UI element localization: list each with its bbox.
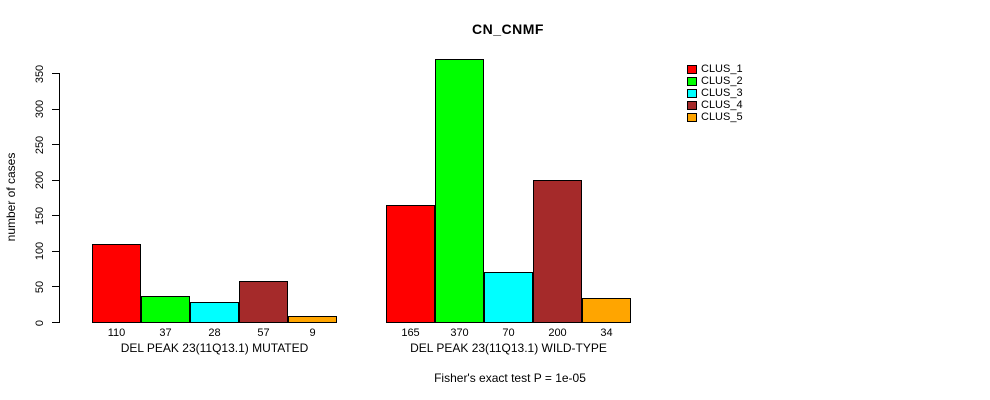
legend-label: CLUS_5 xyxy=(701,111,743,123)
y-axis-line xyxy=(59,73,60,323)
bar-clus_5-group1 xyxy=(288,315,337,323)
y-tick xyxy=(52,179,59,181)
legend-label: CLUS_4 xyxy=(701,99,743,111)
y-tick-label: 300 xyxy=(34,99,46,119)
legend-swatch-clus_3 xyxy=(687,89,697,98)
bar-clus_1-group1 xyxy=(92,243,141,323)
bar-clus_4-group1 xyxy=(239,281,288,323)
bar-value-label: 165 xyxy=(401,327,420,339)
y-tick xyxy=(52,73,59,74)
bar-value-label: 28 xyxy=(208,327,221,339)
bar-value-label: 9 xyxy=(309,327,316,339)
legend-swatch-clus_4 xyxy=(687,101,697,110)
bar-value-label: 57 xyxy=(257,327,270,339)
y-tick-label: 100 xyxy=(34,242,46,261)
bar-clus_1-group2 xyxy=(386,204,435,323)
bar-clus_2-group2 xyxy=(435,58,484,323)
bar-clus_5-group2 xyxy=(582,297,631,323)
bar-value-label: 200 xyxy=(548,327,567,339)
bar-clus_2-group1 xyxy=(141,295,190,323)
bar-value-label: 70 xyxy=(502,327,515,339)
y-tick-label: 50 xyxy=(34,280,46,294)
y-tick xyxy=(52,250,59,252)
y-tick-label: 200 xyxy=(34,171,46,190)
bar-value-label: 37 xyxy=(159,327,172,339)
y-tick xyxy=(52,215,59,217)
bar-clus_3-group2 xyxy=(484,272,533,323)
group-label: DEL PEAK 23(11Q13.1) WILD-TYPE xyxy=(410,341,607,355)
group-label: DEL PEAK 23(11Q13.1) MUTATED xyxy=(120,341,309,355)
legend-label: CLUS_1 xyxy=(701,63,743,75)
bar-value-label: 34 xyxy=(600,327,613,339)
y-tick-label: 150 xyxy=(34,206,46,225)
bar-clus_3-group1 xyxy=(190,302,239,323)
y-tick xyxy=(52,322,59,323)
y-tick-label: 350 xyxy=(34,64,46,83)
bar-value-label: 110 xyxy=(107,327,126,339)
legend-swatch-clus_2 xyxy=(687,77,697,86)
chart-title: CN_CNMF xyxy=(472,21,544,37)
legend-label: CLUS_2 xyxy=(701,75,743,87)
y-tick-label: 250 xyxy=(34,135,46,154)
legend-label: CLUS_3 xyxy=(701,87,743,99)
y-tick-label: 0 xyxy=(34,319,46,326)
legend-swatch-clus_1 xyxy=(687,65,697,74)
y-tick xyxy=(52,144,59,146)
y-tick xyxy=(52,108,59,110)
footnote: Fisher's exact test P = 1e-05 xyxy=(434,371,586,385)
bar-clus_4-group2 xyxy=(533,179,582,323)
bar-value-label: 370 xyxy=(450,327,469,339)
y-tick xyxy=(52,286,59,288)
legend-swatch-clus_5 xyxy=(687,113,697,122)
y-axis-label: number of cases xyxy=(4,152,18,242)
